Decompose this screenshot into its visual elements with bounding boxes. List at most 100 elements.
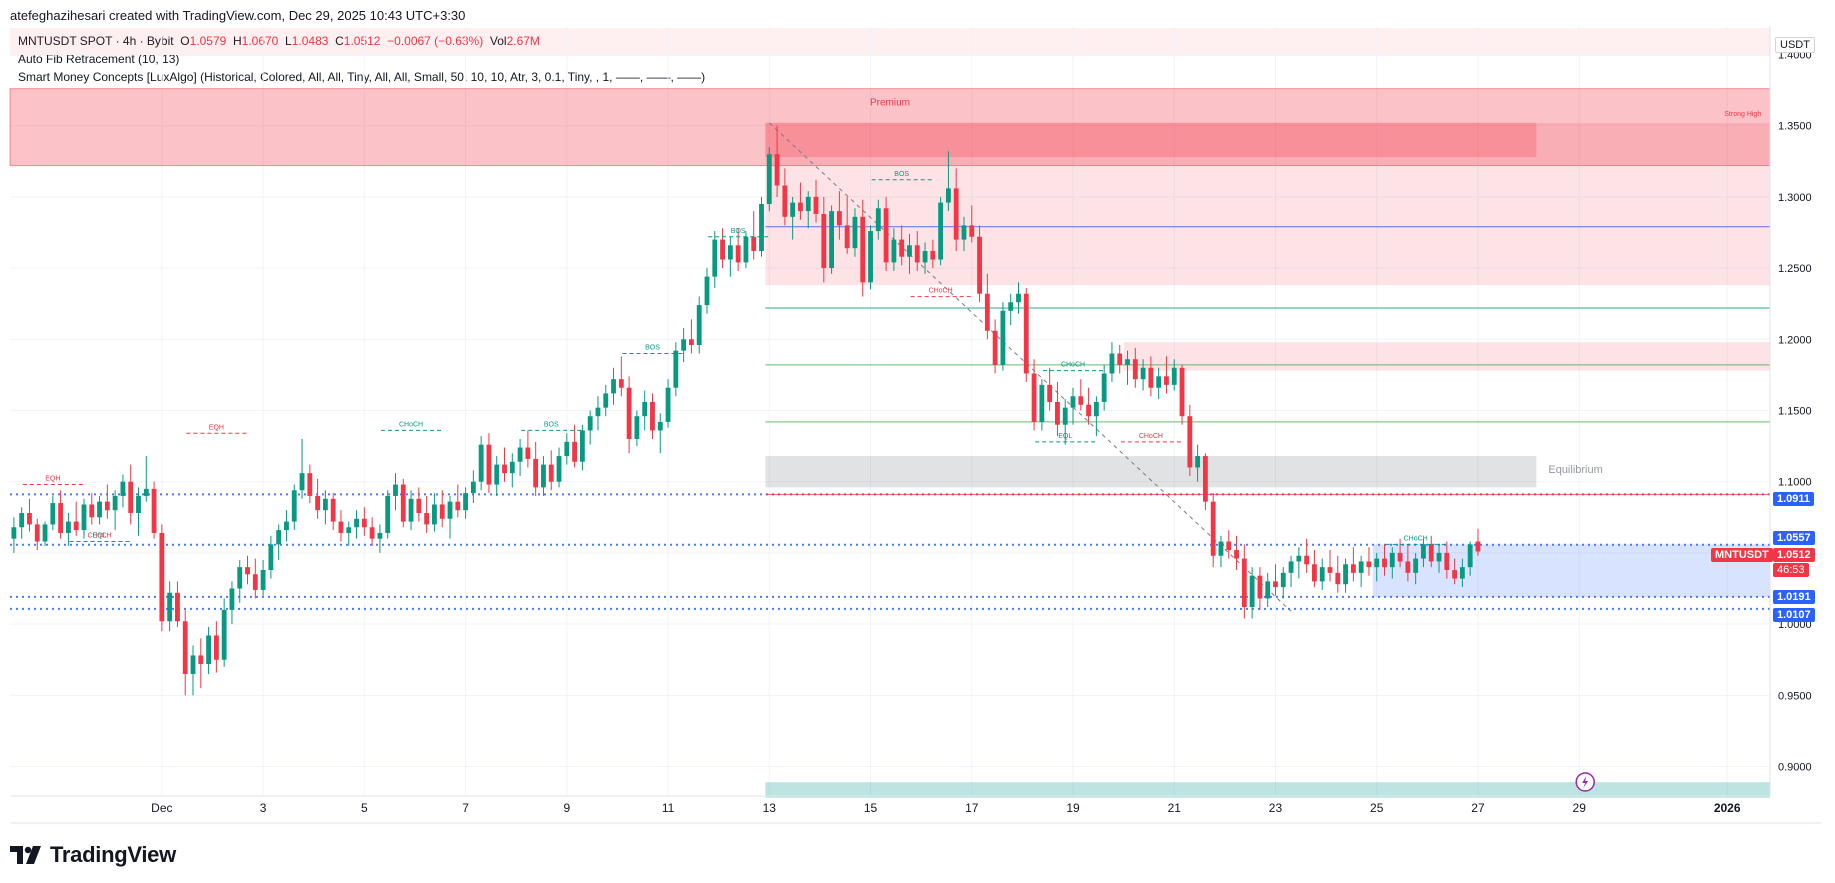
candle	[930, 239, 936, 269]
candle-body	[579, 430, 585, 462]
x-tick-label: 23	[1269, 801, 1283, 815]
candle	[1140, 359, 1146, 391]
bar-countdown: 46:53	[1773, 563, 1809, 577]
candle	[245, 555, 250, 585]
candle-body	[798, 202, 803, 212]
candle-body	[1125, 359, 1130, 365]
candle-body	[836, 211, 842, 226]
candle-body	[221, 609, 227, 660]
candle	[1226, 530, 1232, 559]
candle	[1093, 396, 1099, 437]
structure-label: BOS	[544, 421, 559, 428]
candle	[759, 196, 764, 257]
indicator-smc-legend[interactable]: Smart Money Concepts [LuxAlgo] (Historic…	[18, 70, 706, 84]
x-tick-label: 27	[1471, 801, 1485, 815]
candle	[1195, 444, 1201, 482]
candle	[626, 376, 632, 454]
candle-body	[961, 225, 967, 240]
candle	[704, 268, 710, 314]
candle-body	[868, 231, 873, 283]
indicator-fib-legend[interactable]: Auto Fib Retracement (10, 13)	[18, 52, 180, 66]
candle	[572, 424, 578, 468]
candle-body	[1389, 552, 1395, 568]
candle-body	[1312, 564, 1317, 582]
candle	[299, 438, 305, 499]
candle-body	[1444, 552, 1450, 570]
candle	[42, 521, 48, 546]
zone-ob-high	[765, 122, 1537, 158]
candle	[836, 191, 842, 240]
symbol-legend[interactable]: MNTUSDT SPOT · 4h · Bybit O1.0579 H1.067…	[18, 34, 540, 48]
candle-body	[1319, 567, 1325, 582]
candle-body	[564, 441, 570, 457]
candle-body	[1008, 302, 1014, 311]
candle	[1023, 288, 1029, 383]
candle-body	[393, 484, 398, 496]
price-tag-1: 1.0911	[1773, 492, 1815, 506]
tradingview-logo[interactable]: TradingView	[10, 842, 176, 868]
candle-body	[1093, 401, 1099, 417]
candle	[330, 493, 336, 531]
candle-body	[120, 481, 126, 496]
candle-body	[1218, 541, 1224, 556]
candle	[1039, 379, 1045, 431]
candle-body	[1202, 456, 1208, 502]
candle-body	[19, 513, 25, 528]
candle-body	[159, 532, 165, 622]
candle	[486, 433, 492, 494]
y-tick-label: 1.3000	[1778, 192, 1812, 204]
candle-body	[766, 154, 772, 205]
tradingview-logo-icon	[10, 846, 41, 864]
candle	[1350, 547, 1356, 582]
candle-body	[206, 635, 211, 664]
candle	[213, 621, 219, 673]
candle-body	[1413, 558, 1419, 573]
candle-body	[720, 239, 725, 260]
candle	[1078, 379, 1084, 411]
candle	[1187, 404, 1193, 477]
candle-body	[252, 574, 258, 590]
candle	[517, 438, 523, 477]
candle-body	[1070, 396, 1076, 408]
candle	[494, 456, 500, 496]
symbol-name[interactable]: MNTUSDT SPOT · 4h · Bybit	[18, 34, 174, 48]
candle-body	[821, 213, 827, 269]
zone-label-equilibrium: Equilibrium	[1548, 464, 1602, 476]
candle-body	[618, 379, 624, 388]
candle	[595, 396, 601, 431]
structure-label: CHoCH	[1139, 433, 1163, 440]
candle	[377, 524, 383, 553]
candle	[27, 498, 32, 532]
candle	[1459, 558, 1465, 588]
candle-body	[299, 473, 305, 491]
candle	[206, 626, 211, 674]
candle	[712, 231, 718, 289]
candle	[564, 433, 570, 465]
candle	[1156, 367, 1162, 400]
candle-body	[494, 464, 500, 485]
candle	[393, 473, 398, 511]
candle	[1008, 293, 1014, 326]
candle-body	[354, 518, 359, 528]
candle	[696, 296, 702, 354]
candle	[104, 484, 110, 519]
candle-body	[657, 421, 663, 431]
zone-discount	[765, 782, 1770, 798]
currency-button[interactable]: USDT	[1775, 37, 1815, 53]
candle	[720, 228, 725, 269]
zone-premium	[9, 88, 1771, 167]
candle	[1070, 387, 1076, 425]
candle-body	[891, 239, 897, 263]
candle	[805, 191, 811, 229]
candle-body	[198, 655, 204, 664]
candle-body	[1452, 569, 1458, 579]
candle	[424, 495, 430, 533]
candle-body	[315, 495, 321, 511]
attribution-text: atefeghazihesari created with TradingVie…	[10, 8, 466, 23]
candle-body	[268, 544, 274, 570]
candle	[1202, 453, 1208, 511]
candle-body	[104, 501, 110, 511]
candle-body	[369, 527, 375, 539]
candle-body	[1428, 544, 1434, 562]
